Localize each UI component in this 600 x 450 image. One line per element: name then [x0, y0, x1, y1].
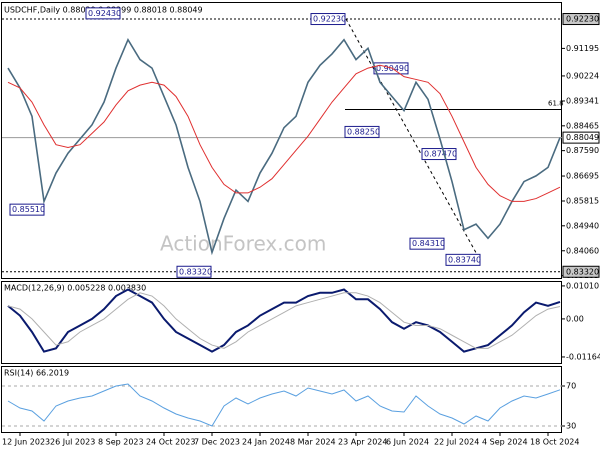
x-tick-label: 4 Sep 2024 — [482, 438, 528, 447]
annotation-label: 0.92230 — [313, 15, 346, 24]
x-tick-label: 23 Apr 2024 — [338, 438, 387, 447]
annotation-box — [85, 7, 121, 20]
x-tick-label: 26 Jul 2023 — [50, 438, 95, 447]
price-label: 0.88049 — [566, 133, 599, 142]
x-tick-label: 8 Sep 2023 — [98, 438, 144, 447]
annotation-label: 0.85510 — [12, 205, 45, 214]
y-tick-label: 0.89341 — [566, 96, 599, 105]
x-tick-label: 18 Oct 2024 — [530, 438, 579, 447]
x-tick-label: 22 Jul 2024 — [434, 438, 479, 447]
watermark: ActionForex.com — [160, 232, 326, 256]
annotation-box — [310, 13, 346, 26]
macd-panel — [1, 281, 562, 364]
annotation-label: 0.84310 — [412, 239, 445, 248]
price-label: 0.83320 — [566, 267, 599, 276]
y-tick-label: 0.90224 — [566, 71, 599, 80]
rsi-panel — [1, 366, 562, 433]
y-tick-label: -0.011645 — [566, 352, 600, 361]
x-tick-label: 24 Oct 2023 — [146, 438, 195, 447]
series-line — [7, 288, 561, 353]
annotation-label: 0.83320 — [179, 267, 212, 276]
annotation-box — [421, 148, 457, 161]
y-tick-label: 0.91195 — [566, 44, 599, 53]
series-line — [7, 64, 561, 202]
fib-label: 61.8 — [548, 100, 564, 108]
x-tick-label: 7 Dec 2023 — [194, 438, 240, 447]
annotation-box — [176, 265, 212, 278]
annotation-label: 0.83740 — [448, 255, 481, 264]
y-tick-label: 0.87590 — [566, 146, 599, 155]
y-tick-label: 0.84060 — [566, 246, 599, 255]
price-label-box — [562, 131, 600, 144]
y-tick-label: 0.86695 — [566, 172, 599, 181]
x-tick-label: 12 Jun 2023 — [2, 438, 50, 447]
x-tick-label: 6 Jun 2024 — [386, 438, 429, 447]
annotation-box — [409, 237, 445, 250]
x-tick-label: 8 Mar 2024 — [290, 438, 336, 447]
y-tick-label: 0.010101 — [566, 281, 600, 290]
price-label-box — [562, 13, 600, 26]
y-tick-label: 0.84940 — [566, 221, 599, 230]
y-tick-label: 0.00 — [566, 314, 584, 323]
series-line — [7, 37, 561, 256]
annotation-box — [344, 125, 380, 138]
price-label-box — [562, 265, 600, 278]
annotation-label: 0.88250 — [347, 127, 380, 136]
series-line — [7, 383, 561, 427]
panel-title: MACD(12,26,9) 0.005228 0.003830 — [4, 284, 146, 293]
y-tick-label: 0.88465 — [566, 121, 599, 130]
price-label: 0.92230 — [566, 15, 599, 24]
y-tick-label: 70 — [566, 382, 576, 391]
x-tick-label: 24 Jan 2024 — [242, 438, 290, 447]
series-line — [7, 292, 561, 349]
annotation-label: 0.92430 — [88, 9, 121, 18]
annotation-box — [9, 203, 45, 216]
annotation-label: 0.87470 — [424, 150, 457, 159]
panel-title: RSI(14) 66.2019 — [4, 369, 69, 378]
price-panel — [1, 2, 562, 279]
annotation-box — [373, 62, 409, 75]
trend-line — [345, 18, 481, 261]
y-tick-label: 0.85815 — [566, 196, 599, 205]
annotation-box — [445, 253, 481, 266]
y-tick-label: 30 — [566, 422, 576, 431]
